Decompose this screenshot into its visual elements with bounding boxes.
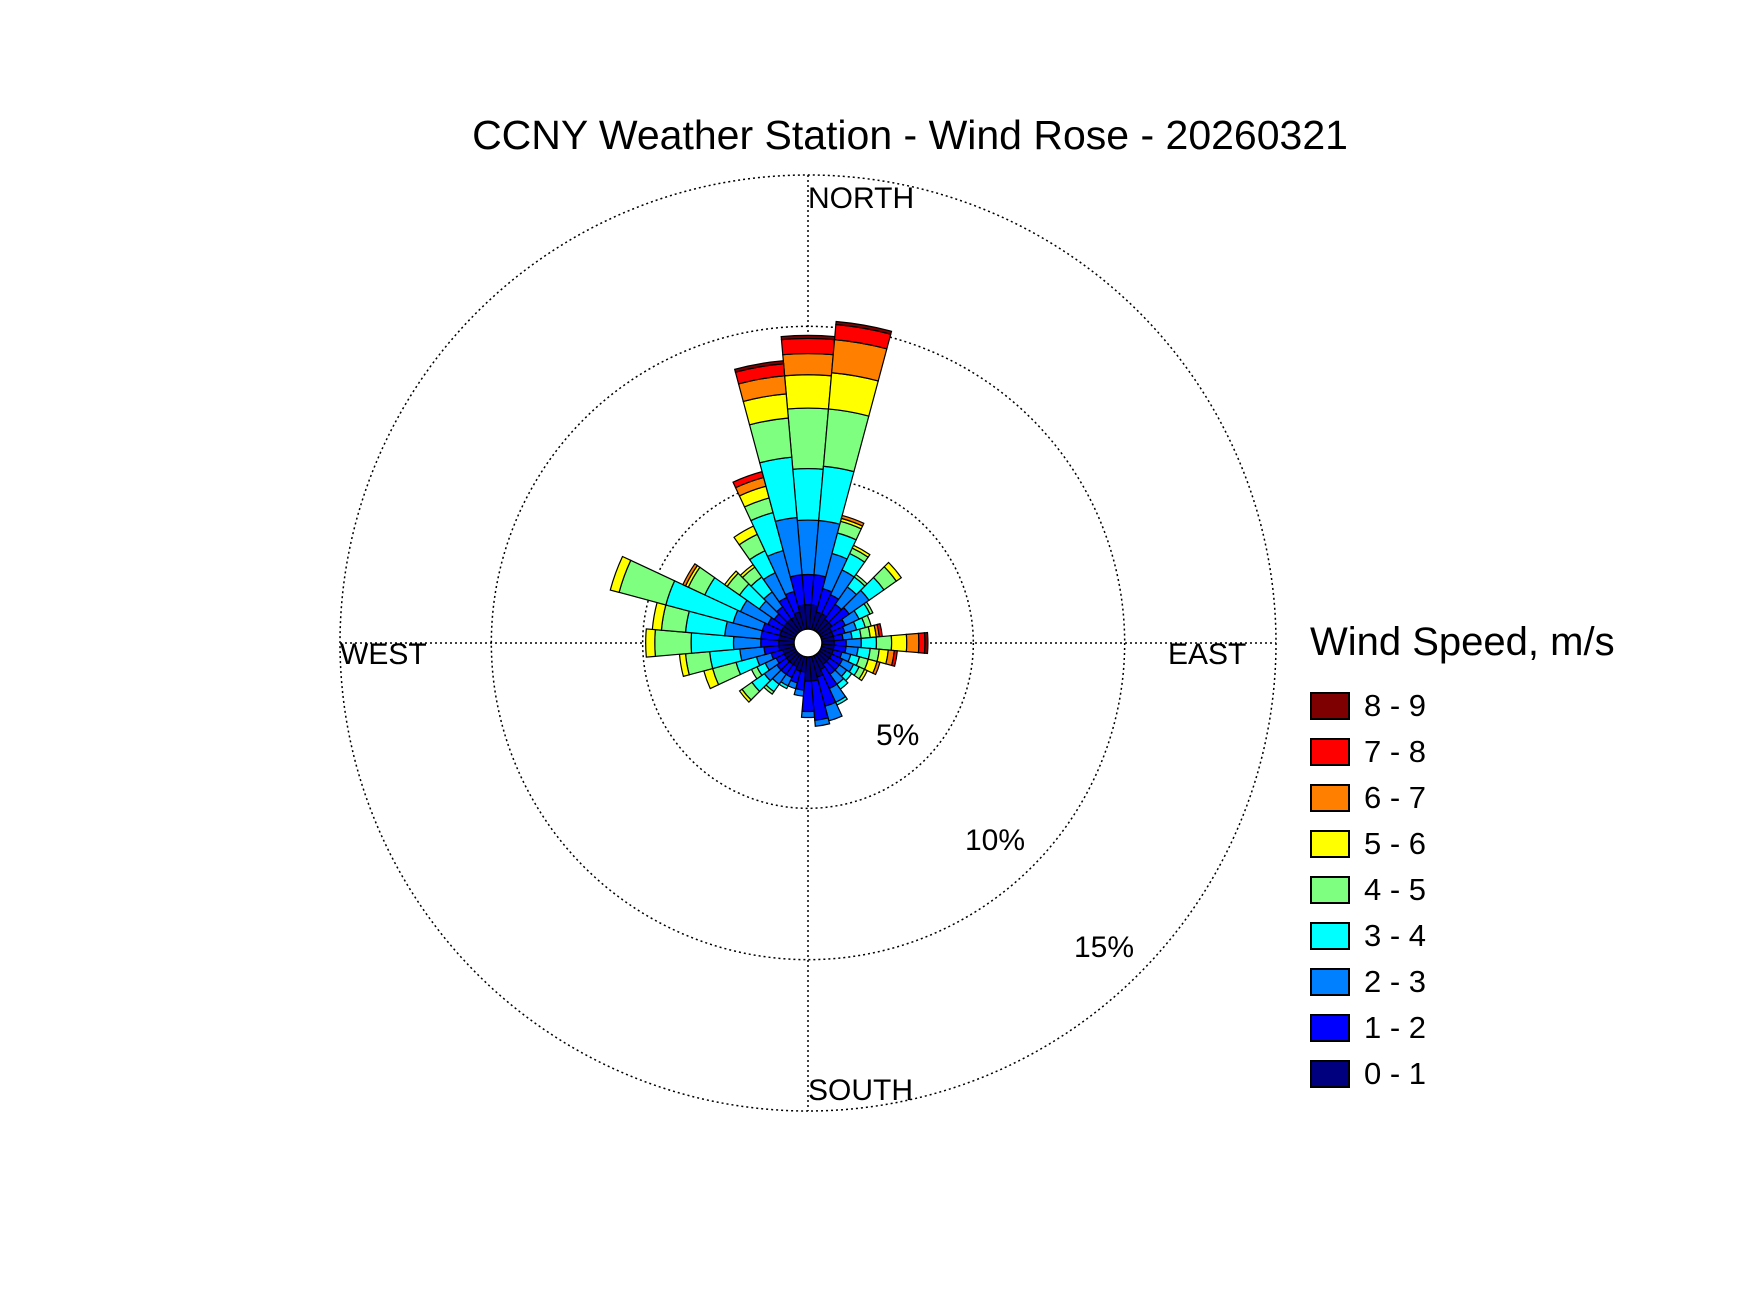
sector-0-bin-4 <box>786 407 830 470</box>
legend-swatch <box>1310 692 1350 720</box>
polar-grid <box>339 174 1277 1112</box>
legend-entry: 4 - 5 <box>1310 867 1615 913</box>
sector-170-bin-2 <box>814 717 831 727</box>
legend-label: 7 - 8 <box>1364 734 1427 769</box>
sector-10-bin-3 <box>818 465 855 525</box>
legend-entry: 8 - 9 <box>1310 683 1615 729</box>
legend-entry: 1 - 2 <box>1310 1005 1615 1051</box>
sector-90-bin-3 <box>860 636 878 650</box>
sector-30-bin-5 <box>851 544 871 558</box>
sector-90-bin-5 <box>890 633 908 653</box>
legend-entry: 3 - 4 <box>1310 913 1615 959</box>
sector-90-bin-6 <box>905 632 920 654</box>
chart-title: CCNY Weather Station - Wind Rose - 20260… <box>472 112 1348 158</box>
legend-entry: 6 - 7 <box>1310 775 1615 821</box>
sector-0-bin-8 <box>780 334 836 341</box>
legend-swatch <box>1310 830 1350 858</box>
legend-label: 0 - 1 <box>1364 1056 1427 1091</box>
sector-0-bin-3 <box>792 467 824 522</box>
legend-swatch <box>1310 876 1350 904</box>
sector-190-bin-2 <box>793 687 805 697</box>
sector-310-bin-5 <box>723 570 740 588</box>
sector-350-bin-4 <box>748 417 793 464</box>
legend-label: 6 - 7 <box>1364 780 1427 815</box>
sector-100-bin-7 <box>890 649 898 667</box>
sector-300-bin-6 <box>682 562 699 587</box>
legend-label: 1 - 2 <box>1364 1010 1427 1045</box>
legend-label: 2 - 3 <box>1364 964 1427 999</box>
axis-labels: NORTH EAST SOUTH WEST 5% 10% 15% <box>340 182 1246 1107</box>
direction-label-west: WEST <box>340 638 427 671</box>
wind-rose-plot: NORTH EAST SOUTH WEST 5% 10% 15% <box>339 174 1277 1112</box>
legend-entries: 8 - 9 7 - 8 6 - 7 5 - 6 4 - 5 3 - 4 2 - 3 1 - 2… <box>1310 683 1615 1097</box>
legend-swatch <box>1310 1060 1350 1088</box>
sector-0-bin-6 <box>782 352 834 377</box>
legend-swatch <box>1310 922 1350 950</box>
sector-0-bin-5 <box>783 374 833 410</box>
legend-swatch <box>1310 1014 1350 1042</box>
legend-title: Wind Speed, m/s <box>1310 620 1615 664</box>
sector-270-bin-4 <box>654 629 693 657</box>
legend-label: 4 - 5 <box>1364 872 1427 907</box>
legend-swatch <box>1310 784 1350 812</box>
legend-entry: 5 - 6 <box>1310 821 1615 867</box>
legend: Wind Speed, m/s 8 - 9 7 - 8 6 - 7 5 - 6 4 - … <box>1310 620 1615 1097</box>
sector-20-bin-6 <box>840 514 865 527</box>
legend-entry: 7 - 8 <box>1310 729 1615 775</box>
ring-label-15: 15% <box>1074 931 1134 964</box>
sector-90-bin-7 <box>917 632 926 654</box>
sector-90-bin-8 <box>923 631 929 655</box>
sector-350-bin-8 <box>733 360 785 373</box>
sector-50-bin-5 <box>883 561 903 582</box>
sector-10-bin-4 <box>822 408 870 473</box>
sector-120-bin-5 <box>858 668 869 682</box>
legend-label: 3 - 4 <box>1364 918 1427 953</box>
sector-90-bin-4 <box>875 635 893 651</box>
legend-swatch <box>1310 738 1350 766</box>
sector-60-bin-4 <box>863 601 874 615</box>
sector-0-bin-7 <box>780 337 836 356</box>
sector-290-bin-5 <box>609 555 632 594</box>
sector-10-bin-8 <box>835 320 893 335</box>
direction-label-north: NORTH <box>808 182 914 215</box>
direction-label-east: EAST <box>1168 638 1246 671</box>
sector-110-bin-6 <box>872 660 881 676</box>
legend-swatch <box>1310 968 1350 996</box>
direction-label-south: SOUTH <box>808 1074 913 1107</box>
wind-sectors <box>609 320 929 727</box>
center-hole <box>793 628 823 658</box>
legend-entry: 2 - 3 <box>1310 959 1615 1005</box>
sector-270-bin-5 <box>645 628 657 658</box>
legend-label: 5 - 6 <box>1364 826 1427 861</box>
sector-230-bin-5 <box>738 688 752 703</box>
ring-label-10: 10% <box>965 824 1025 857</box>
legend-label: 8 - 9 <box>1364 688 1427 723</box>
legend-entry: 0 - 1 <box>1310 1051 1615 1097</box>
ring-label-5: 5% <box>876 719 919 752</box>
sector-180-bin-2 <box>800 710 816 719</box>
grid-ring-5 <box>641 476 975 810</box>
